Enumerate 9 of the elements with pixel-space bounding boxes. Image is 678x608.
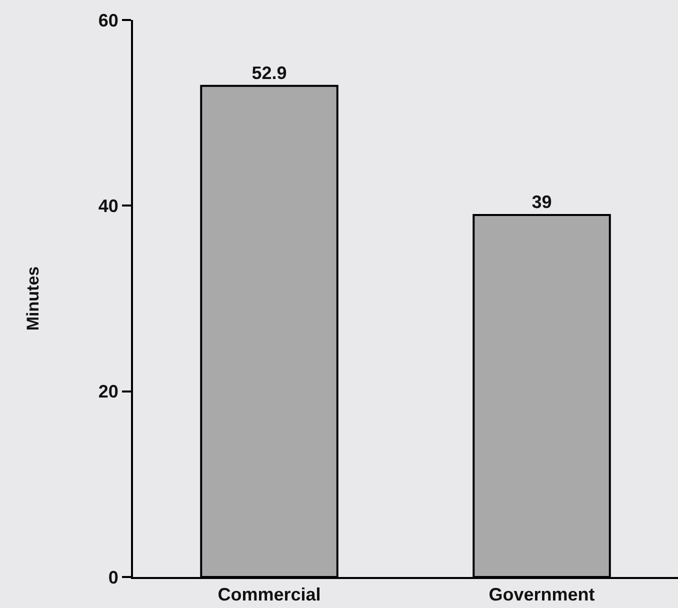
- data-label: 52.9: [252, 62, 287, 83]
- y-tick-label: 0: [108, 567, 118, 588]
- x-tick-label: Government: [488, 584, 595, 605]
- data-label: 39: [532, 192, 552, 212]
- y-tick-label: 60: [98, 10, 118, 30]
- y-axis-title: Minutes: [23, 266, 42, 331]
- y-tick-label: 20: [98, 382, 118, 402]
- x-tick-label: Commercial: [218, 584, 321, 605]
- y-tick-label: 40: [98, 196, 118, 216]
